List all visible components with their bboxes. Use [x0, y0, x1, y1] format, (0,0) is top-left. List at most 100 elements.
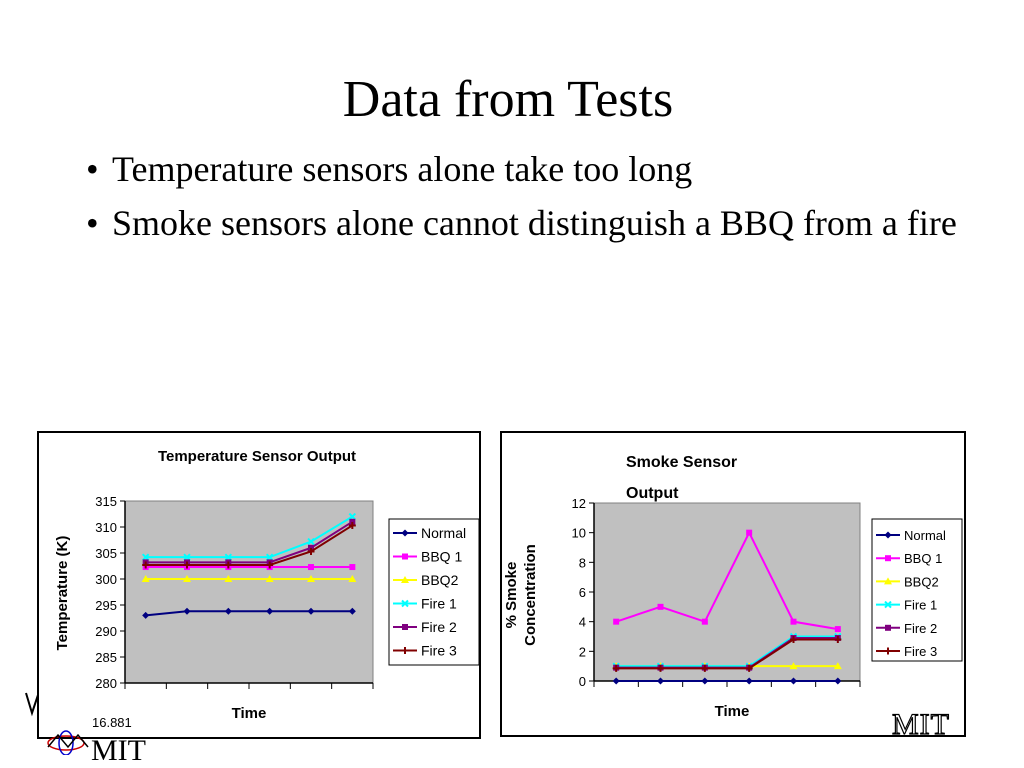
data-point: [183, 561, 191, 569]
data-point: [308, 544, 314, 551]
legend-marker: [401, 576, 409, 583]
data-point: [834, 635, 842, 643]
data-point: [307, 575, 315, 582]
legend-item: Fire 1: [876, 598, 937, 613]
series-line: [145, 524, 353, 566]
data-point: [612, 664, 620, 672]
bullet-text: Smoke sensors alone cannot distinguish a…: [112, 203, 957, 243]
y-tick-label: 300: [95, 572, 117, 587]
data-point: [790, 618, 797, 625]
y-tick-label: 315: [95, 494, 117, 509]
data-point: [657, 664, 664, 672]
data-point: [142, 561, 150, 569]
legend-label: Fire 1: [421, 596, 457, 612]
data-point: [657, 677, 664, 685]
data-point: [348, 575, 357, 582]
legend-label: Fire 1: [904, 598, 937, 613]
legend-item: Fire 1: [393, 596, 457, 612]
data-point: [224, 561, 232, 569]
legend-marker: [401, 647, 409, 654]
series-line: [616, 635, 838, 668]
data-point: [745, 664, 753, 672]
smoke-chart: Smoke Sensor Output 0 2 4 6 8 10 12 Time % Smoke Co…: [503, 454, 963, 720]
slide-title: Data from Tests: [342, 71, 674, 128]
data-point: [349, 518, 356, 525]
series-fire-3: [612, 635, 842, 672]
data-point: [834, 677, 842, 685]
legend-label: BBQ2: [904, 574, 939, 589]
y-axis-label-line: % Smoke: [503, 562, 520, 629]
data-point: [183, 607, 191, 615]
smoke-chart-panel: Smoke Sensor Output 0 2 4 6 8 10 12 Time % Smoke Co…: [500, 431, 966, 737]
legend-marker: [884, 600, 892, 609]
data-point: [701, 677, 709, 685]
data-point: [266, 607, 274, 615]
legend-item: BBQ2: [393, 572, 459, 588]
legend-label: BBQ2: [421, 572, 459, 588]
series-line: [615, 530, 838, 631]
series-bbq-1: [613, 529, 841, 633]
legend-item: BBQ 1: [876, 551, 942, 566]
data-point: [183, 553, 191, 561]
series-line: [145, 515, 353, 559]
legend-item: Fire 2: [876, 621, 937, 636]
legend-item: Fire 2: [393, 619, 457, 635]
data-point: [833, 662, 842, 670]
y-tick-label: 0: [579, 674, 586, 689]
y-tick-label: 4: [579, 615, 586, 630]
data-point: [790, 677, 797, 685]
legend-label: BBQ 1: [421, 549, 462, 565]
series-normal: [612, 677, 842, 685]
legend-marker: [885, 555, 891, 562]
y-axis-label: Temperature (K): [54, 536, 71, 651]
data-point: [348, 521, 356, 529]
legend-marker: [884, 647, 892, 655]
series-line: [145, 610, 353, 617]
legend-label: Fire 2: [421, 619, 457, 635]
y-tick-label: 290: [95, 624, 117, 639]
data-point: [613, 618, 620, 625]
data-point: [834, 626, 841, 633]
bullet-item: Temperature sensors alone take too long: [86, 142, 957, 196]
data-point: [701, 618, 708, 625]
temperature-chart-panel: Temperature Sensor Output 280 285 290 295 300…: [37, 431, 481, 739]
legend-marker: [401, 599, 409, 608]
data-point: [349, 564, 356, 571]
mit-wordmark-right: MIT: [891, 707, 950, 741]
y-tick-label: 285: [95, 650, 117, 665]
y-tick-label: 10: [572, 526, 586, 541]
legend-label: Fire 3: [421, 643, 457, 659]
legend-item: Fire 3: [876, 644, 937, 659]
chart-title: Output: [626, 485, 679, 502]
bullet-list: Temperature sensors alone take too long …: [86, 142, 957, 250]
legend-label: Fire 3: [904, 644, 937, 659]
data-point: [790, 635, 797, 643]
series-line: [616, 638, 838, 670]
data-point: [612, 677, 620, 685]
data-point: [265, 575, 274, 582]
legend-item: BBQ2: [876, 574, 939, 589]
data-point: [265, 553, 274, 561]
data-point: [183, 575, 191, 582]
legend-marker: [402, 553, 408, 560]
legend-item: Fire 3: [393, 643, 457, 659]
series-normal: [142, 607, 356, 619]
legend-marker: [402, 624, 408, 630]
chart-title: Smoke Sensor: [626, 454, 737, 471]
legend-marker: [884, 531, 892, 539]
temperature-chart: Temperature Sensor Output 280 285 290 295 300…: [54, 448, 480, 722]
legend-box: [871, 518, 963, 662]
course-code: 16.881: [92, 715, 132, 730]
chart-title: Temperature Sensor Output: [158, 448, 356, 465]
legend-marker: [401, 529, 409, 537]
bullet-item: Smoke sensors alone cannot distinguish a…: [86, 196, 957, 250]
legend-item: BBQ 1: [393, 549, 462, 565]
legend: Normal BBQ 1 BBQ2 Fire 1 Fire 2 Fire 3: [388, 518, 480, 666]
data-point: [789, 662, 798, 670]
data-point: [701, 664, 709, 672]
y-tick-label: 8: [579, 555, 586, 570]
y-axis-label-line: Concentration: [522, 544, 539, 646]
data-point: [141, 553, 150, 561]
data-point: [224, 575, 233, 582]
y-tick-label: 310: [95, 520, 117, 535]
